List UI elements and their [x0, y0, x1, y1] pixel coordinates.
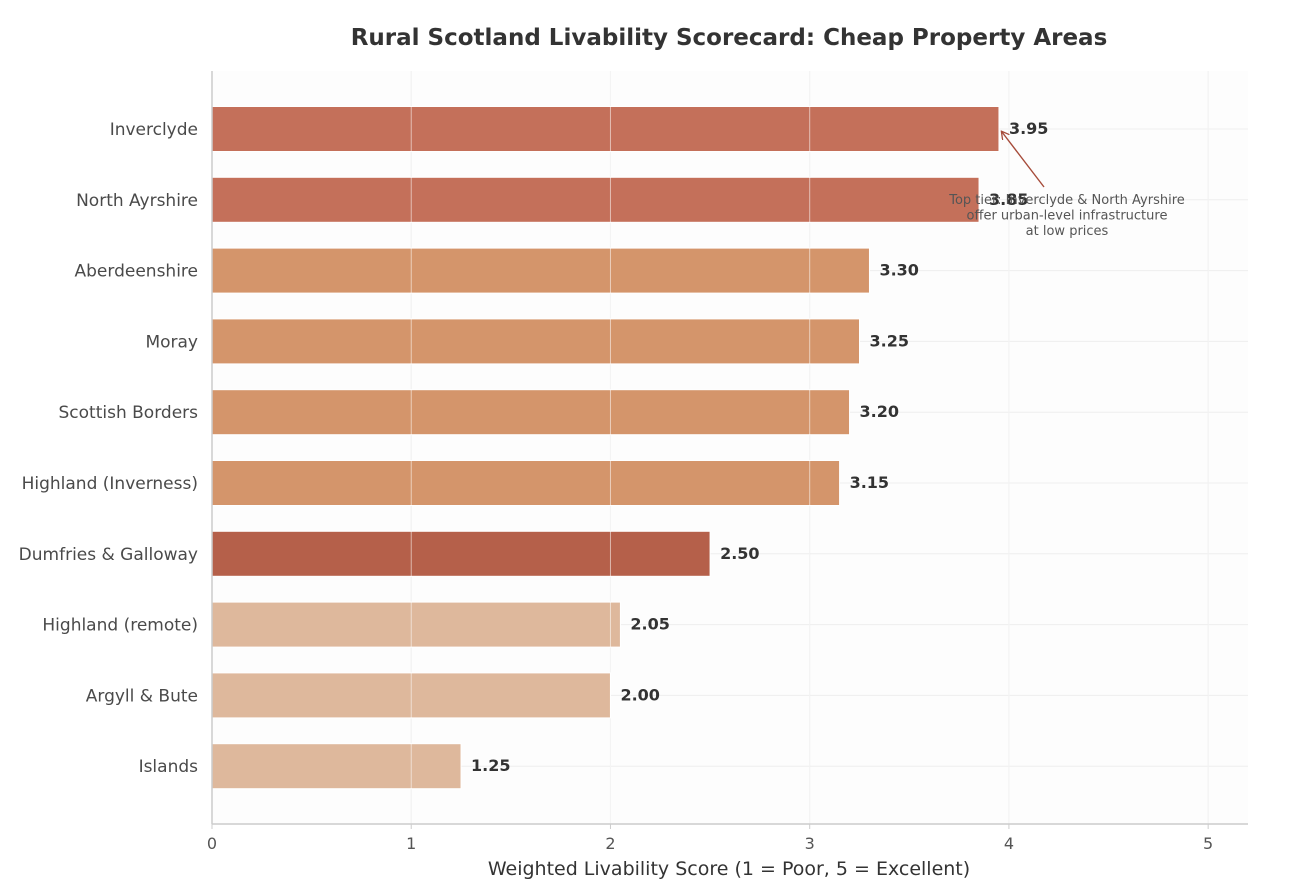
- x-axis-title: Weighted Livability Score (1 = Poor, 5 =…: [488, 858, 970, 880]
- category-label: Inverclyde: [110, 120, 198, 140]
- category-label: Highland (Inverness): [22, 474, 198, 494]
- annotation-text-line: at low prices: [1026, 224, 1109, 239]
- category-label: Aberdeenshire: [75, 262, 198, 282]
- x-tick-label: 4: [1004, 834, 1014, 853]
- value-label: 1.25: [471, 756, 510, 775]
- category-label: Argyll & Bute: [86, 686, 198, 706]
- chart-title: Rural Scotland Livability Scorecard: Che…: [351, 25, 1108, 51]
- category-label: Highland (remote): [42, 616, 198, 636]
- category-label: Islands: [139, 757, 199, 777]
- bar: [211, 318, 860, 365]
- gridlines-over-bars: [410, 71, 1209, 824]
- value-label: 3.20: [860, 402, 899, 421]
- category-label: Moray: [145, 332, 198, 352]
- axes-group: [211, 71, 1248, 825]
- x-tick-label: 1: [406, 834, 416, 853]
- bar: [211, 743, 462, 790]
- x-tick-label: 5: [1203, 834, 1213, 853]
- bar: [211, 601, 621, 648]
- value-label: 3.30: [879, 261, 918, 280]
- annotation-text-line: offer urban-level infrastructure: [967, 209, 1168, 224]
- bar: [211, 106, 1000, 152]
- category-label: Dumfries & Galloway: [19, 545, 198, 565]
- value-label: 3.95: [1009, 119, 1048, 138]
- value-labels: 3.95 3.85 3.30 3.25 3.20 3.15 2.50 2.05 2.00 1.25: [471, 119, 1048, 775]
- bar: [211, 247, 870, 294]
- x-tick-labels: 0 1 2 3 4 5: [207, 824, 1213, 853]
- annotation-arrow: [1002, 132, 1045, 188]
- category-label: North Ayrshire: [76, 191, 198, 211]
- bar: [211, 389, 851, 436]
- category-labels: Inverclyde North Ayrshire Aberdeenshire Mor…: [19, 120, 198, 777]
- bars-group: [211, 106, 1000, 790]
- x-tick-label: 2: [605, 834, 615, 853]
- category-label: Scottish Borders: [59, 403, 199, 423]
- value-label: 3.15: [850, 473, 889, 492]
- x-tick-label: 0: [207, 834, 217, 853]
- value-label: 3.25: [870, 331, 909, 350]
- bar: [211, 460, 841, 506]
- value-label: 3.85: [989, 190, 1028, 209]
- value-label: 2.50: [720, 544, 759, 563]
- value-label: 2.00: [620, 685, 659, 704]
- annotation-text-line: Top tier: Inverclyde & North Ayrshire: [948, 193, 1185, 208]
- bar: [211, 176, 980, 223]
- bar: [211, 530, 711, 577]
- annotation-group: Top tier: Inverclyde & North Ayrshireoff…: [948, 132, 1185, 239]
- value-label: 2.05: [630, 615, 669, 634]
- x-tick-label: 3: [805, 834, 815, 853]
